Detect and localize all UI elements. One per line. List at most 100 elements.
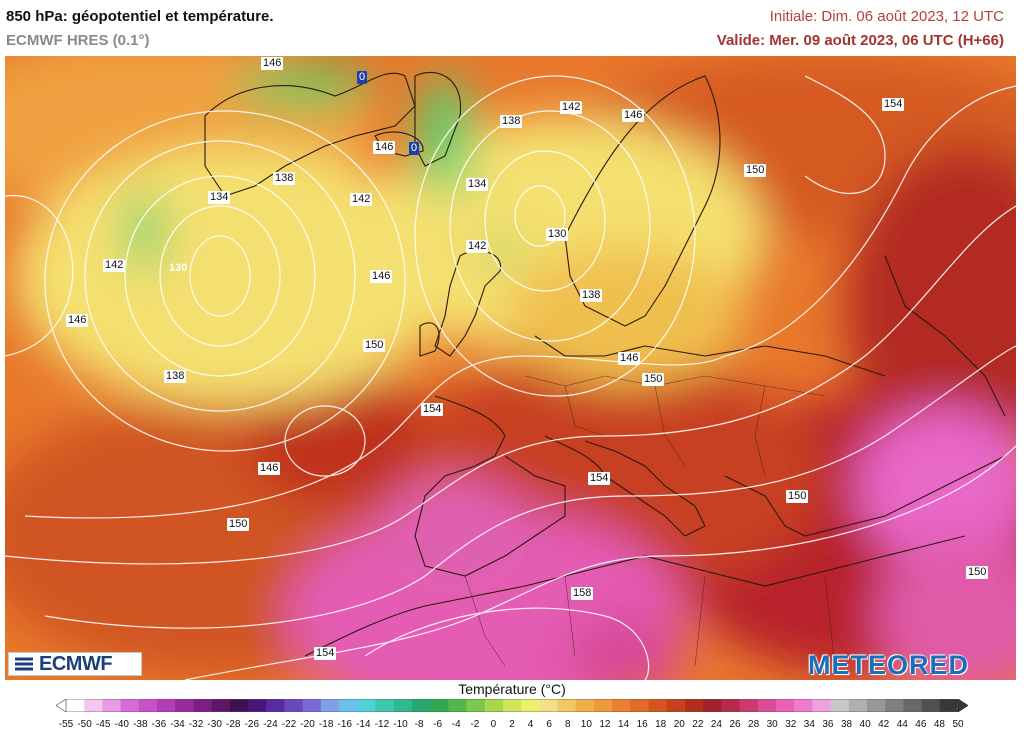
colorbar-tick-label: 26 (729, 719, 741, 730)
contour-label: 146 (373, 141, 396, 154)
colorbar-cell (502, 699, 522, 712)
colorbar-tick-label: -22 (281, 719, 297, 730)
contour-label: 134 (208, 191, 231, 204)
colorbar-cell (830, 699, 850, 712)
colorbar-tick-label: 22 (692, 719, 704, 730)
colorbar-tick-label: -10 (393, 719, 408, 730)
colorbar-tick-label: 2 (509, 719, 515, 730)
colorbar-cell (703, 699, 722, 712)
zero-marker: 0 (409, 142, 420, 155)
colorbar-cell (521, 699, 540, 712)
colorbar-tick-label: -16 (337, 719, 352, 730)
colorbar-cell (684, 699, 704, 712)
colorbar-cell (648, 699, 668, 712)
colorbar-tick-label: -55 (58, 719, 74, 730)
colorbar-left-arrow (56, 699, 66, 712)
colorbar-cell (375, 699, 395, 712)
weather-map[interactable]: 146 146 142 146 138 134 138 142 146 134 … (5, 56, 1016, 680)
colorbar-tick-label: 12 (599, 719, 611, 730)
colorbar-cell (593, 699, 613, 712)
temperature-colorbar (66, 699, 958, 712)
contour-label: 150 (966, 566, 989, 579)
colorbar-tick-label: -36 (151, 719, 167, 730)
colorbar-cell (466, 699, 486, 712)
contour-label: 134 (466, 178, 489, 191)
valid-time: Valide: Mer. 09 août 2023, 06 UTC (H+66) (716, 32, 1004, 49)
colorbar-cell (794, 699, 813, 712)
map-title: 850 hPa: géopotentiel et température. (6, 8, 274, 25)
colorbar-tick-label: -24 (263, 719, 278, 730)
colorbar-tick-label: 50 (952, 719, 964, 730)
colorbar-tick-label: 30 (766, 719, 778, 730)
contour-label: 142 (350, 193, 373, 206)
colorbar-cell (612, 699, 631, 712)
colorbar-tick-label: -28 (226, 719, 241, 730)
contour-label: 150 (744, 164, 767, 177)
colorbar-cell (630, 699, 649, 712)
temperature-field (5, 56, 1016, 680)
ecmwf-emblem-icon (15, 657, 33, 671)
contour-label: 138 (500, 115, 523, 128)
ecmwf-logo: ECMWF (8, 652, 142, 676)
colorbar-cell (539, 699, 558, 712)
colorbar-cell (575, 699, 595, 712)
contour-label: 130 (169, 262, 188, 274)
colorbar-cell (557, 699, 577, 712)
colorbar-tick-label: 14 (617, 719, 630, 730)
colorbar-tick-label: 18 (655, 719, 667, 730)
model-name: ECMWF HRES (0.1°) (6, 32, 150, 49)
colorbar-tick-label: -26 (244, 719, 260, 730)
colorbar-cell (903, 699, 922, 712)
colorbar-cell (848, 699, 868, 712)
contour-label: 138 (164, 370, 187, 383)
colorbar-right-arrow (958, 699, 968, 712)
colorbar-cell (211, 699, 231, 712)
colorbar-tick-label: 4 (527, 719, 534, 730)
colorbar-cell (921, 699, 941, 712)
contour-label: 154 (421, 403, 444, 416)
colorbar-tick-label: -45 (95, 719, 111, 730)
colorbar-tick-label: 36 (822, 719, 834, 730)
contour-label: 146 (370, 270, 393, 283)
contour-label: 142 (103, 259, 126, 272)
colorbar-cell (448, 699, 467, 712)
zero-marker: 0 (357, 71, 368, 84)
colorbar-cell (66, 699, 85, 712)
colorbar-tick-label: 16 (636, 719, 648, 730)
colorbar-cell (866, 699, 886, 712)
colorbar-tick-label: 6 (546, 719, 552, 730)
colorbar-tick-label: 28 (748, 719, 760, 730)
colorbar-tick-label: 44 (896, 719, 908, 730)
colorbar-tick-label: 48 (933, 719, 945, 730)
colorbar-tick-label: 0 (490, 719, 497, 730)
colorbar-tick-label: -32 (188, 719, 204, 730)
colorbar-cell (885, 699, 904, 712)
contour-label: 150 (363, 339, 386, 352)
colorbar-cell (939, 699, 958, 712)
colorbar-tick-label: -12 (374, 719, 390, 730)
colorbar-tick-label: -30 (207, 719, 222, 730)
contour-label: 150 (786, 490, 809, 503)
colorbar-cell (284, 699, 304, 712)
contour-label: 138 (580, 289, 603, 302)
header: 850 hPa: géopotentiel et température. EC… (0, 0, 1024, 56)
colorbar-cell (266, 699, 285, 712)
colorbar-cell (320, 699, 340, 712)
meteored-logo: METEORED (808, 650, 970, 680)
contour-label: 146 (618, 352, 641, 365)
colorbar-tick-label: 10 (580, 719, 592, 730)
colorbar-tick-label: -40 (114, 719, 129, 730)
colorbar-ticks: -55 -50 -45 -40 -38 -36 -34 -32 -30 -28 -26 -24 -22-… (0, 719, 1024, 733)
init-time: Initiale: Dim. 06 août 2023, 12 UTC (769, 8, 1004, 25)
colorbar-tick-label: 8 (564, 719, 571, 730)
contour-label: 142 (560, 101, 583, 114)
colorbar-cell (721, 699, 740, 712)
geopotential-isolines (5, 75, 1016, 680)
colorbar-title: Température (°C) (458, 681, 566, 697)
colorbar-cell (393, 699, 413, 712)
contour-label: 154 (314, 647, 337, 660)
contour-label: 142 (466, 240, 489, 253)
colorbar-cell (120, 699, 140, 712)
contour-label: 150 (642, 373, 665, 386)
colorbar-tick-label: -34 (170, 719, 185, 730)
